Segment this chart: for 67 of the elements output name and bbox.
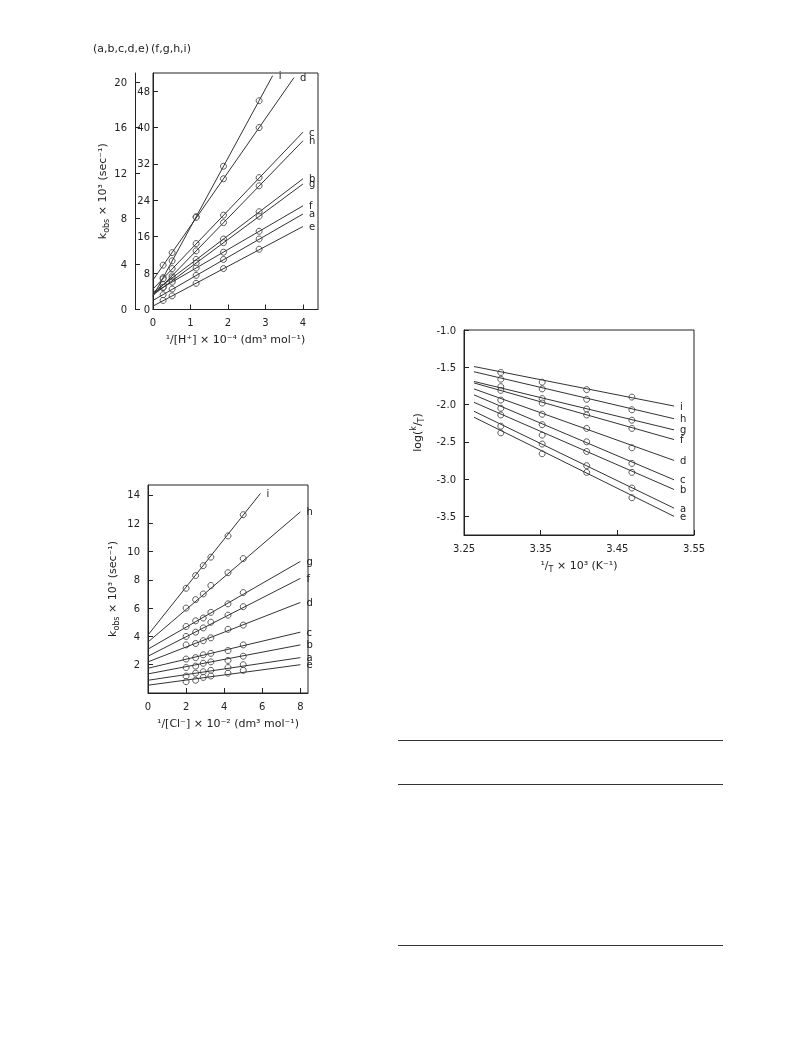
y-tick-label: -2.0 — [436, 399, 456, 411]
y2-tick-label: 0 — [143, 304, 150, 315]
series-label: a — [680, 502, 687, 514]
series-label: d — [306, 596, 313, 608]
y-tick-label: 14 — [127, 489, 140, 501]
x-tick-label: 8 — [297, 700, 304, 712]
y-tick-label: 16 — [114, 122, 127, 134]
x-tick-label: 2 — [182, 700, 190, 712]
y-tick-label: -2.5 — [436, 436, 456, 448]
y-tick-label: 8 — [133, 574, 140, 586]
x-tick-label: 3.35 — [529, 542, 552, 554]
y-axis-title: kobs × 10³ (sec⁻¹) — [95, 143, 111, 240]
series-label: h — [309, 135, 316, 147]
y-axis-title: log(k/T) — [409, 413, 427, 452]
y-tick-label: 8 — [120, 213, 127, 225]
x-tick-label: 3.45 — [606, 542, 629, 554]
x-tick-label: 3 — [262, 317, 269, 328]
y2-tick-label: 32 — [137, 158, 150, 170]
x-tick-label: 4 — [299, 317, 307, 328]
x-tick-label: 2 — [224, 317, 232, 328]
y-tick-label: 4 — [133, 630, 140, 642]
series-label: d — [300, 72, 307, 84]
y-tick-label: 10 — [127, 546, 140, 557]
y2-tick-label: 8 — [143, 267, 150, 279]
y-tick-label: -3.0 — [436, 473, 456, 485]
y-axis-title: kobs × 10³ (sec⁻¹) — [105, 541, 121, 637]
series-label: d — [680, 454, 687, 466]
series-label: f — [306, 572, 311, 584]
text: (f,g,h,i) — [151, 42, 191, 55]
x-axis-title: ¹/[Cl⁻] × 10⁻² (dm³ mol⁻¹) — [156, 716, 300, 730]
y-tick-label: 12 — [114, 167, 127, 179]
x-axis-title: ¹/[H⁺] × 10⁻⁴ (dm³ mol⁻¹) — [165, 333, 306, 346]
y2-tick-label: 48 — [137, 85, 150, 97]
y2-tick-label: 40 — [137, 122, 150, 134]
series-label: c — [306, 626, 312, 638]
series-label: c — [680, 474, 686, 486]
series-label: b — [680, 484, 687, 496]
text: (a,b,c,d,e) — [92, 42, 149, 55]
y-tick-label: 4 — [120, 258, 127, 270]
y2-tick-label: 24 — [137, 194, 150, 206]
y-tick-label: 2 — [133, 659, 140, 671]
y-tick-label: 0 — [120, 304, 127, 315]
series-label: b — [306, 639, 313, 651]
y-tick-label: 6 — [133, 602, 140, 614]
series-label: g — [680, 424, 687, 436]
x-tick-label: 3.55 — [682, 542, 706, 554]
series-label: i — [680, 400, 683, 412]
x-tick-label: 0 — [144, 700, 152, 712]
x-tick-label: 4 — [221, 700, 228, 712]
y-tick-label: 12 — [127, 517, 140, 529]
x-tick-label: 1 — [187, 317, 194, 328]
series-label: i — [266, 487, 270, 499]
x-tick-label: 3.25 — [452, 542, 476, 554]
series-label: e — [309, 221, 316, 232]
y-tick-label: 20 — [114, 76, 127, 88]
series-label: h — [680, 413, 687, 425]
y-tick-label: -1.5 — [436, 361, 456, 373]
series-label: c — [309, 126, 315, 138]
series-label: f — [680, 434, 685, 446]
x-tick-label: 0 — [149, 317, 157, 328]
x-tick-label: 6 — [259, 700, 266, 712]
series-label: a — [306, 652, 313, 664]
y-tick-label: -1.0 — [436, 324, 456, 336]
series-label: i — [278, 70, 282, 82]
y-tick-label: -3.5 — [436, 510, 456, 522]
series-label: h — [306, 506, 313, 518]
series-label: g — [306, 555, 313, 567]
